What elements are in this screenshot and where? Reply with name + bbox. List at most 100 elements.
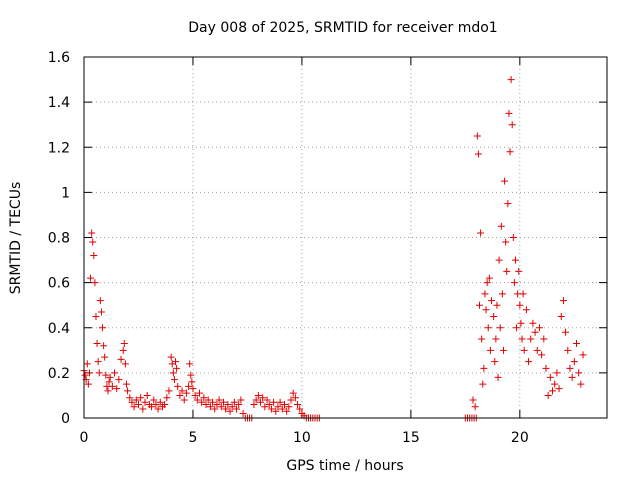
data-point bbox=[88, 229, 96, 237]
data-point bbox=[169, 369, 177, 377]
data-point bbox=[97, 308, 105, 316]
data-point bbox=[498, 290, 506, 298]
data-point bbox=[137, 394, 145, 402]
data-point bbox=[259, 394, 267, 402]
data-point bbox=[557, 312, 565, 320]
gridlines bbox=[84, 57, 607, 418]
data-point bbox=[272, 407, 280, 415]
data-point bbox=[156, 398, 164, 406]
data-point bbox=[477, 229, 485, 237]
data-point bbox=[533, 346, 541, 354]
data-point bbox=[152, 400, 160, 408]
data-point bbox=[562, 328, 570, 336]
data-point bbox=[202, 400, 210, 408]
data-point bbox=[471, 403, 479, 411]
data-point bbox=[174, 382, 182, 390]
data-point bbox=[507, 76, 515, 84]
data-point bbox=[257, 398, 265, 406]
data-point bbox=[502, 238, 510, 246]
data-point bbox=[87, 274, 95, 282]
data-point bbox=[566, 364, 574, 372]
data-point bbox=[83, 360, 91, 368]
data-point bbox=[476, 301, 484, 309]
data-point bbox=[510, 279, 518, 287]
data-point bbox=[544, 391, 552, 399]
data-point bbox=[122, 380, 130, 388]
data-point bbox=[173, 364, 181, 372]
data-point bbox=[516, 301, 524, 309]
data-point bbox=[209, 398, 217, 406]
data-point bbox=[568, 373, 576, 381]
data-point bbox=[252, 396, 260, 404]
data-point bbox=[89, 238, 97, 246]
data-point bbox=[493, 301, 501, 309]
data-point bbox=[511, 256, 519, 264]
data-point bbox=[540, 335, 548, 343]
data-point bbox=[132, 396, 140, 404]
data-point bbox=[185, 382, 193, 390]
data-point bbox=[531, 328, 539, 336]
y-axis-label: SRMTID / TECUs bbox=[8, 182, 24, 295]
data-point bbox=[106, 373, 114, 381]
data-point bbox=[551, 380, 559, 388]
data-point bbox=[104, 387, 112, 395]
data-point bbox=[120, 340, 128, 348]
data-point bbox=[90, 252, 98, 260]
data-point bbox=[296, 405, 304, 413]
data-point bbox=[148, 403, 156, 411]
x-tick-label: 10 bbox=[293, 430, 311, 446]
data-point bbox=[93, 340, 101, 348]
data-point bbox=[274, 403, 282, 411]
data-point bbox=[527, 335, 535, 343]
data-point bbox=[219, 398, 227, 406]
data-point bbox=[235, 400, 243, 408]
data-point bbox=[81, 371, 89, 379]
data-point bbox=[204, 396, 212, 404]
data-point bbox=[496, 324, 504, 332]
axis-ticks: 0 0.2 0.4 0.6 0.8 1 1.2 1.4 1.6 0 5 10 15 20 bbox=[48, 50, 607, 446]
data-point bbox=[100, 342, 108, 350]
data-point bbox=[478, 335, 486, 343]
data-point bbox=[291, 394, 299, 402]
data-point bbox=[479, 380, 487, 388]
data-point bbox=[215, 396, 223, 404]
data-point bbox=[522, 306, 530, 314]
data-point bbox=[491, 358, 499, 366]
data-point bbox=[85, 369, 93, 377]
data-point bbox=[265, 400, 273, 408]
data-point bbox=[559, 297, 567, 305]
data-point bbox=[509, 234, 517, 241]
data-point bbox=[195, 389, 203, 397]
data-point bbox=[506, 148, 514, 156]
data-point bbox=[84, 380, 92, 388]
data-point bbox=[488, 297, 496, 305]
data-point bbox=[233, 405, 241, 413]
data-point bbox=[117, 355, 125, 363]
data-point bbox=[178, 387, 186, 395]
data-point bbox=[226, 407, 234, 415]
data-point bbox=[492, 335, 500, 343]
data-point bbox=[504, 200, 512, 208]
data-point bbox=[495, 256, 503, 264]
data-point bbox=[553, 369, 561, 377]
plot-frame bbox=[83, 56, 608, 419]
data-point bbox=[119, 346, 127, 354]
data-point bbox=[224, 400, 232, 408]
data-point bbox=[278, 405, 286, 413]
data-point bbox=[267, 405, 275, 413]
data-point bbox=[154, 405, 162, 413]
data-point bbox=[469, 396, 477, 404]
data-point bbox=[505, 109, 513, 117]
data-point bbox=[102, 371, 110, 379]
x-tick-label: 0 bbox=[80, 430, 89, 446]
data-point bbox=[143, 391, 151, 399]
data-point bbox=[161, 400, 169, 408]
data-point bbox=[484, 324, 492, 332]
y-tick-label: 1.4 bbox=[48, 95, 70, 111]
data-point bbox=[529, 319, 537, 327]
data-point bbox=[189, 385, 197, 393]
data-point bbox=[535, 324, 543, 332]
data-point bbox=[285, 403, 293, 411]
data-point bbox=[206, 403, 214, 411]
data-point bbox=[485, 274, 493, 282]
